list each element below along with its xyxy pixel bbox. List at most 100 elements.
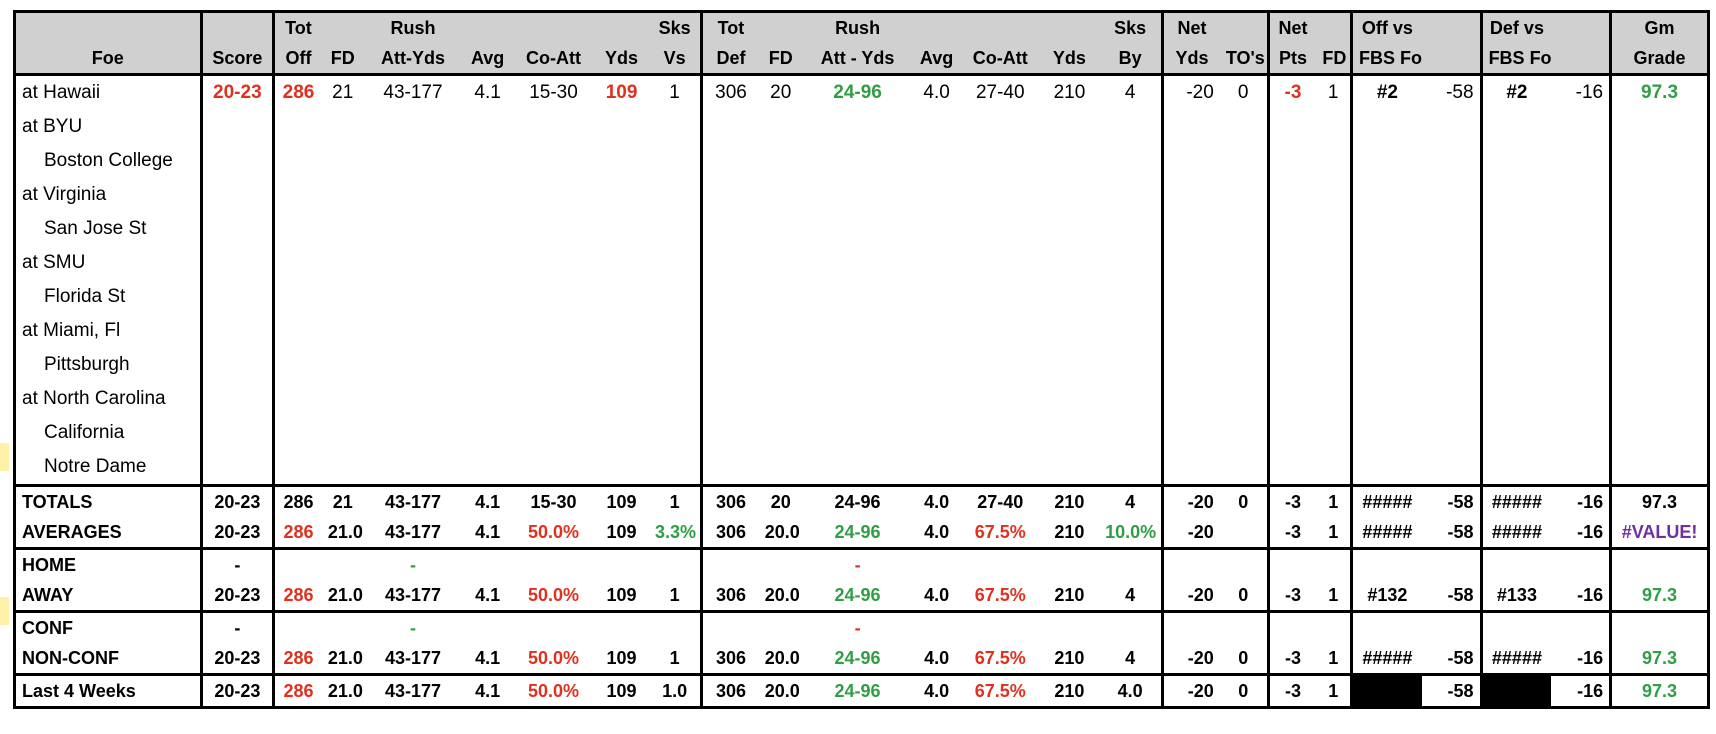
summary-co_att: 50.0% xyxy=(512,673,595,709)
header-row1: Tot Rush Sks Tot Rush Sks Net Net Off vs Def vs Gm xyxy=(13,10,1710,43)
summary-yds: 109 xyxy=(594,580,649,613)
game-d_avg xyxy=(912,280,960,314)
summary-rush: 43-177 xyxy=(363,643,463,676)
summary-def_val xyxy=(1551,547,1611,580)
game-yds xyxy=(594,246,649,280)
game-rush xyxy=(363,450,463,487)
game-net_yds: -20 xyxy=(1161,73,1220,110)
game-grade xyxy=(1609,110,1710,144)
summary-d_fd: 20.0 xyxy=(758,673,803,709)
game-off_rank: #2 xyxy=(1350,73,1422,110)
game-net_pts xyxy=(1266,450,1317,487)
summary-off_val: -58 xyxy=(1421,580,1482,613)
game-d_fd xyxy=(758,450,803,487)
game-co_att xyxy=(513,178,594,212)
header-cell: Net xyxy=(1161,10,1220,43)
game-d_yds xyxy=(1040,416,1099,450)
summary-tot_def: 306 xyxy=(700,673,759,709)
game-tot_off xyxy=(272,280,322,314)
game-score xyxy=(199,212,274,246)
summary-grade xyxy=(1609,610,1710,643)
game-off_rank xyxy=(1350,382,1422,416)
game-fd: 21 xyxy=(321,73,364,110)
game-grade xyxy=(1609,178,1710,212)
game-avg xyxy=(462,110,513,144)
game-avg xyxy=(462,314,513,348)
summary-d_rush: 24-96 xyxy=(802,517,913,550)
game-sks_by xyxy=(1099,246,1163,280)
summary-net_pts: -3 xyxy=(1266,673,1317,709)
game-def_rank xyxy=(1479,178,1552,212)
game-d_avg xyxy=(912,314,960,348)
summary-co_att: 50.0% xyxy=(512,517,595,550)
game-yds xyxy=(594,382,649,416)
game-rush xyxy=(364,212,463,246)
game-d_avg xyxy=(912,110,960,144)
foe-name: San Jose St xyxy=(13,212,202,246)
game-def_rank xyxy=(1479,110,1552,144)
header-cell: Yds xyxy=(1039,43,1100,75)
header-cell: Yds xyxy=(1161,43,1220,75)
summary-label: HOME xyxy=(13,547,202,580)
game-d_fd xyxy=(759,416,803,450)
header-cell xyxy=(199,10,274,43)
summary-co_att xyxy=(512,547,595,580)
summary-score: - xyxy=(199,610,274,643)
game-avg xyxy=(462,348,513,382)
game-net_fd xyxy=(1316,348,1351,382)
game-avg xyxy=(462,416,513,450)
header-cell xyxy=(321,10,364,43)
summary-net_fd: 1 xyxy=(1316,580,1352,613)
summary-grade xyxy=(1609,547,1710,580)
game-yds: 109 xyxy=(594,73,649,110)
game-tot_off xyxy=(272,382,322,416)
game-off_val xyxy=(1422,178,1481,212)
game-net_pts xyxy=(1266,144,1317,178)
game-tot_def xyxy=(700,348,759,382)
game-tot_off xyxy=(272,450,322,487)
game-net_fd xyxy=(1316,178,1351,212)
summary-row-last4: Last 4 Weeks 20-23 286 21.0 43-177 4.1 50.0% 10… xyxy=(13,673,1710,709)
game-net_pts xyxy=(1266,110,1317,144)
header-cell xyxy=(912,10,961,43)
game-d_co_att xyxy=(961,348,1040,382)
summary-fd: 21 xyxy=(332,491,353,512)
header-cell: Rush xyxy=(363,10,463,43)
game-score: 20-23 xyxy=(199,73,274,110)
game-tot_def xyxy=(700,280,759,314)
summary-rush: 43-177 xyxy=(363,517,463,550)
summary-row-totals: TOTALS 20-23 286 21 43-177 4.1 15-30 109 1 306 20 2… xyxy=(13,485,1710,517)
summary-rush: - xyxy=(363,610,463,643)
summary-fd: 21.0 xyxy=(321,517,364,550)
header-cell xyxy=(1551,10,1611,43)
game-row: Boston College xyxy=(13,144,1710,178)
summary-d_fd: 20.0 xyxy=(758,517,803,550)
game-d_co_att xyxy=(961,246,1040,280)
summary-d_yds: 210 xyxy=(1039,673,1100,709)
game-tot_off xyxy=(272,212,322,246)
game-d_rush xyxy=(803,416,913,450)
game-off_val xyxy=(1422,110,1481,144)
summary-net_pts: -3 xyxy=(1266,580,1317,613)
game-off_val xyxy=(1422,246,1481,280)
summary-sks_vs xyxy=(649,610,702,643)
summary-d_rush: - xyxy=(802,547,913,580)
header-cell xyxy=(1551,43,1611,75)
summary-grade: 97.3 xyxy=(1609,643,1710,676)
summary-tot_off: 286 xyxy=(272,485,322,517)
game-sks_by xyxy=(1099,280,1163,314)
game-d_fd xyxy=(759,348,803,382)
summary-yds: 109 xyxy=(594,517,649,550)
summary-off_rank xyxy=(1350,610,1422,643)
game-row: Notre Dame xyxy=(13,450,1710,487)
game-net_pts: -3 xyxy=(1266,73,1317,110)
foe-name: at Miami, Fl xyxy=(13,314,202,348)
game-score xyxy=(199,144,274,178)
header-cell: FBS Foe Def xyxy=(1350,43,1422,75)
game-d_co_att xyxy=(961,314,1040,348)
summary-d_fd xyxy=(758,547,803,580)
game-tot_def: 306 xyxy=(700,73,759,110)
game-d_co_att xyxy=(961,416,1040,450)
summary-d_co_att xyxy=(960,547,1040,580)
summary-net_fd: 1 xyxy=(1316,673,1352,709)
